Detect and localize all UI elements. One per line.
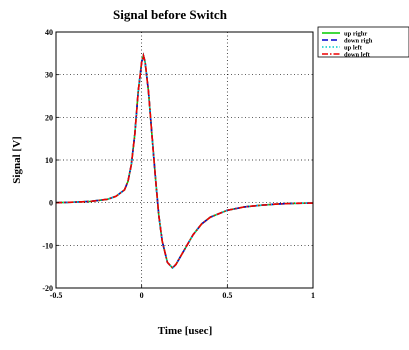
series-line (55, 52, 314, 270)
x-tick-label: 1 (311, 291, 315, 300)
series-group (55, 52, 314, 270)
y-axis-ticks: -20 -10 0 10 20 30 40 (42, 28, 59, 293)
x-tick-label: 0 (140, 291, 144, 300)
x-axis-ticks: -0.5 0 0.5 1 (50, 285, 315, 300)
grid-lines (56, 32, 313, 288)
legend-label: down righ (344, 37, 373, 44)
series-line (55, 52, 314, 270)
x-tick-label: -0.5 (50, 291, 63, 300)
legend-label: up righr (344, 30, 367, 37)
legend-box (317, 26, 409, 58)
y-tick-label: 0 (49, 199, 53, 208)
y-tick-label: 30 (45, 71, 53, 80)
y-tick-label: 10 (45, 156, 53, 165)
x-tick-label: 0.5 (222, 291, 232, 300)
y-tick-label: -20 (42, 284, 53, 293)
series-line (55, 52, 314, 270)
y-tick-label: 40 (45, 28, 53, 37)
series-line (55, 52, 314, 270)
legend-label: up left (344, 44, 363, 51)
y-tick-label: -10 (42, 241, 53, 250)
chart-title: Signal before Switch (113, 7, 228, 22)
legend-label: down left (344, 51, 371, 58)
x-axis-label: Time [usec] (158, 325, 212, 337)
y-tick-label: 20 (45, 113, 53, 122)
y-axis-label: Signal [V] (11, 136, 23, 183)
